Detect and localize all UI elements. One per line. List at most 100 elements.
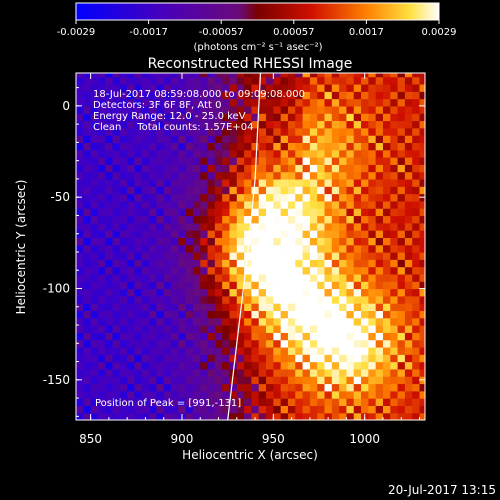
heatmap-cell xyxy=(83,83,92,92)
heatmap-cell xyxy=(251,244,260,253)
heatmap-cell xyxy=(244,142,253,151)
heatmap-cell xyxy=(280,259,289,268)
heatmap-cell xyxy=(404,200,413,209)
heatmap-cell xyxy=(317,361,326,370)
heatmap-cell xyxy=(258,98,267,107)
heatmap-cell xyxy=(404,281,413,290)
heatmap-cell xyxy=(382,310,391,319)
heatmap-cell xyxy=(112,368,121,377)
heatmap-cell xyxy=(149,91,157,100)
heatmap-cell xyxy=(287,383,296,392)
heatmap-cell xyxy=(200,251,209,260)
heatmap-cell xyxy=(229,390,238,399)
heatmap-cell xyxy=(280,200,289,209)
heatmap-cell xyxy=(192,273,201,282)
heatmap-cell xyxy=(163,208,172,217)
heatmap-cell xyxy=(127,237,136,246)
heatmap-cell xyxy=(375,120,384,129)
heatmap-cell xyxy=(382,390,391,399)
heatmap-cell xyxy=(222,288,231,297)
heatmap-cell xyxy=(397,390,406,399)
heatmap-cell xyxy=(214,237,223,246)
heatmap-cell xyxy=(302,157,311,165)
heatmap-cell xyxy=(295,149,304,158)
heatmap-cell xyxy=(141,332,150,341)
heatmap-cell xyxy=(178,142,187,151)
heatmap-cell xyxy=(134,157,143,165)
heatmap-cell xyxy=(390,310,399,319)
heatmap-cell xyxy=(280,281,289,290)
heatmap-cell xyxy=(156,215,165,224)
heatmap-cell xyxy=(390,200,399,209)
heatmap-cell xyxy=(258,200,267,209)
heatmap-cell xyxy=(331,405,340,414)
heatmap-cell xyxy=(302,208,311,217)
heatmap-cell xyxy=(339,200,348,209)
heatmap-cell xyxy=(287,120,296,129)
heatmap-cell xyxy=(214,251,223,260)
heatmap-cell xyxy=(324,339,333,348)
heatmap-cell xyxy=(361,383,369,392)
heatmap-cell xyxy=(141,398,150,406)
heatmap-cell xyxy=(419,113,425,122)
heatmap-cell xyxy=(141,230,150,238)
heatmap-cell xyxy=(339,142,348,151)
heatmap-cell xyxy=(258,222,267,231)
heatmap-cell xyxy=(390,186,399,195)
heatmap-cell xyxy=(112,317,121,326)
heatmap-cell xyxy=(134,376,143,385)
heatmap-cell xyxy=(207,105,216,114)
heatmap-cell xyxy=(163,266,172,275)
heatmap-cell xyxy=(382,288,391,297)
heatmap-cell xyxy=(339,91,348,100)
heatmap-cell xyxy=(258,244,267,253)
heatmap-cell xyxy=(375,281,384,290)
heatmap-cell xyxy=(339,178,348,187)
heatmap-cell xyxy=(309,127,318,136)
heatmap-cell xyxy=(295,383,304,392)
heatmap-cell xyxy=(251,303,260,312)
heatmap-cell xyxy=(361,354,369,363)
heatmap-cell xyxy=(346,171,355,180)
heatmap-cell xyxy=(222,266,231,275)
heatmap-cell xyxy=(309,149,318,158)
heatmap-cell xyxy=(309,390,318,399)
heatmap-cell xyxy=(229,259,238,268)
heatmap-cell xyxy=(258,105,267,114)
heatmap-cell xyxy=(214,135,223,143)
heatmap-cell xyxy=(397,376,406,385)
heatmap-cell xyxy=(236,383,245,392)
heatmap-cell xyxy=(105,281,114,290)
heatmap-cell xyxy=(244,303,253,312)
heatmap-cell xyxy=(258,390,267,399)
heatmap-cell xyxy=(97,398,106,406)
heatmap-cell xyxy=(412,135,421,143)
heatmap-cell xyxy=(258,303,267,312)
heatmap-cell xyxy=(149,376,157,385)
heatmap-cell xyxy=(112,346,121,355)
heatmap-cell xyxy=(331,361,340,370)
heatmap-cell xyxy=(200,303,209,312)
heatmap-cell xyxy=(229,91,238,100)
heatmap-cell xyxy=(105,390,114,399)
heatmap-cell xyxy=(214,398,223,406)
heatmap-cell xyxy=(163,390,172,399)
heatmap-cell xyxy=(112,339,121,348)
heatmap-cell xyxy=(404,273,413,282)
heatmap-cell xyxy=(90,368,99,377)
heatmap-cell xyxy=(287,105,296,114)
heatmap-cell xyxy=(251,127,260,136)
heatmap-cell xyxy=(295,178,304,187)
heatmap-cell xyxy=(178,361,187,370)
heatmap-cell xyxy=(149,193,157,202)
heatmap-cell xyxy=(192,73,201,78)
heatmap-cell xyxy=(273,354,282,363)
heatmap-cell xyxy=(83,405,92,414)
heatmap-cell xyxy=(302,120,311,129)
heatmap-cell xyxy=(309,251,318,260)
heatmap-cell xyxy=(244,215,253,224)
heatmap-cell xyxy=(214,105,223,114)
heatmap-cell xyxy=(331,164,340,173)
heatmap-cell xyxy=(412,200,421,209)
heatmap-cell xyxy=(134,251,143,260)
